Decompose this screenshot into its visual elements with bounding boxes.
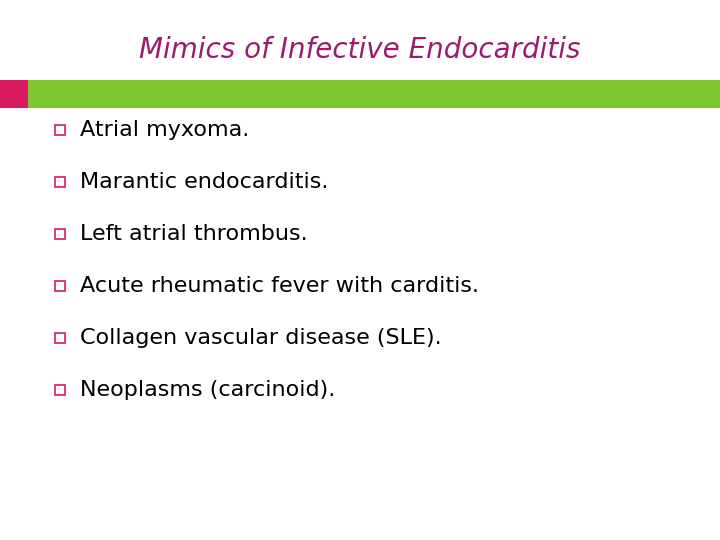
Bar xyxy=(55,125,65,135)
Text: Acute rheumatic fever with carditis.: Acute rheumatic fever with carditis. xyxy=(80,276,479,296)
Text: Left atrial thrombus.: Left atrial thrombus. xyxy=(80,224,307,244)
Bar xyxy=(55,177,65,187)
Bar xyxy=(55,281,65,291)
Bar xyxy=(55,229,65,239)
Text: Atrial myxoma.: Atrial myxoma. xyxy=(80,120,249,140)
Text: Collagen vascular disease (SLE).: Collagen vascular disease (SLE). xyxy=(80,328,441,348)
Text: Mimics of Infective Endocarditis: Mimics of Infective Endocarditis xyxy=(139,36,581,64)
Bar xyxy=(28,80,720,108)
Bar xyxy=(0,80,28,108)
Text: Neoplasms (carcinoid).: Neoplasms (carcinoid). xyxy=(80,380,336,400)
Bar xyxy=(55,333,65,343)
Text: Marantic endocarditis.: Marantic endocarditis. xyxy=(80,172,328,192)
Bar xyxy=(55,385,65,395)
